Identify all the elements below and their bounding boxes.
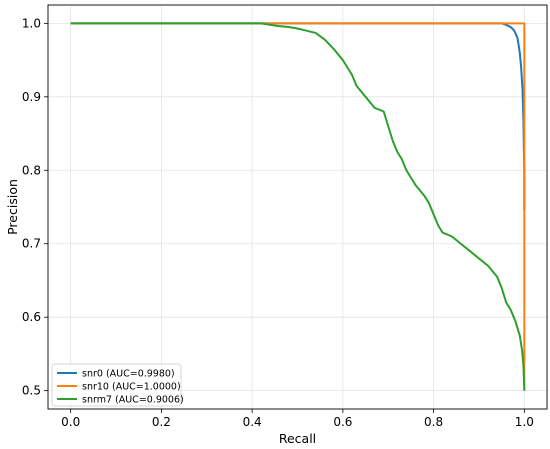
- x-axis-ticks: 0.0 0.2 0.4 0.6 0.8 1.0: [61, 409, 534, 429]
- legend-entry-2: snrm7 (AUC=0.9006): [82, 395, 184, 406]
- x-axis-label: Recall: [279, 431, 316, 446]
- legend-entry-0: snr0 (AUC=0.9980): [82, 369, 175, 380]
- series-line-0: [70, 22, 526, 211]
- x-tick-label: 1.0: [515, 415, 534, 429]
- x-tick-label: 0.0: [61, 415, 80, 429]
- x-tick-label: 0.8: [424, 415, 443, 429]
- y-tick-label: 1.0: [22, 16, 41, 30]
- y-tick-label: 0.9: [22, 90, 41, 104]
- y-axis-label: Precision: [5, 179, 20, 235]
- y-tick-label: 0.6: [22, 310, 41, 324]
- series-lines: [70, 22, 526, 391]
- grid-lines: [48, 5, 547, 409]
- y-tick-label: 0.7: [22, 237, 41, 251]
- legend-entry-1: snr10 (AUC=1.0000): [82, 382, 181, 393]
- series-line-2: [70, 22, 526, 391]
- legend-box: [51, 363, 182, 407]
- series-line-1: [70, 22, 526, 391]
- x-tick-label: 0.4: [243, 415, 262, 429]
- y-axis-ticks: 0.5 0.6 0.7 0.8 0.9 1.0: [22, 16, 48, 398]
- y-tick-label: 0.8: [22, 163, 41, 177]
- x-tick-label: 0.2: [152, 415, 171, 429]
- plot-frame: [47, 4, 548, 410]
- x-tick-label: 0.6: [333, 415, 352, 429]
- y-tick-label: 0.5: [22, 384, 41, 398]
- legend: snr0 (AUC=0.9980) snr10 (AUC=1.0000) snrm7…: [51, 363, 184, 407]
